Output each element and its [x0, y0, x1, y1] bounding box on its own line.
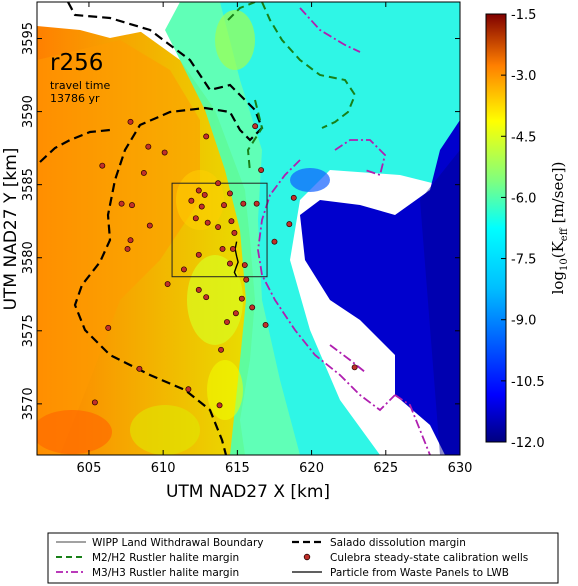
- colorbar-tick-label: -10.5: [511, 375, 545, 390]
- colorbar: [485, 13, 507, 443]
- calibration-well: [271, 238, 278, 245]
- colorbar-tick-label: -1.5: [511, 8, 536, 23]
- calibration-well: [204, 219, 211, 226]
- calibration-well: [129, 202, 135, 209]
- x-axis-label: UTM NAD27 X [km]: [166, 482, 330, 502]
- calibration-well: [216, 402, 223, 409]
- calibration-well: [249, 304, 256, 311]
- legend-wells-marker: [303, 553, 311, 561]
- calibration-well: [253, 200, 260, 207]
- calibration-well: [127, 118, 134, 125]
- calibration-well: [240, 200, 247, 207]
- calibration-well: [262, 321, 269, 328]
- travel-time-label: travel time: [50, 79, 110, 92]
- calibration-well: [99, 162, 106, 169]
- legend-particle-label: Particle from Waste Panels to LWB: [330, 567, 509, 579]
- calibration-well: [228, 218, 235, 225]
- calibration-well: [231, 229, 238, 236]
- calibration-well: [258, 167, 265, 173]
- calibration-well: [226, 260, 233, 267]
- calibration-well: [224, 319, 230, 325]
- x-tick-label: 620: [299, 461, 324, 476]
- calibration-well: [146, 222, 153, 229]
- calibration-well: [192, 215, 199, 222]
- calibration-well: [195, 286, 202, 293]
- x-tick-label: 610: [151, 461, 176, 476]
- calibration-well: [215, 224, 222, 230]
- x-tick-label: 625: [373, 461, 398, 476]
- calibration-well: [203, 294, 210, 301]
- calibration-well: [241, 262, 248, 268]
- calibration-well: [188, 197, 195, 204]
- colorbar-label: log10(Keff [m/sec]): [549, 162, 570, 295]
- legend-wells-label: Culebra steady-state calibration wells: [330, 552, 528, 564]
- x-tick-label: 615: [225, 461, 250, 476]
- calibration-well: [351, 364, 358, 371]
- travel-time-value: 13786 yr: [50, 92, 100, 105]
- legend-wipp-label: WIPP Land Withdrawal Boundary: [92, 537, 264, 549]
- calibration-well: [124, 246, 131, 252]
- calibration-well: [180, 266, 187, 273]
- x-tick-label: 630: [448, 461, 473, 476]
- calibration-well: [195, 251, 202, 258]
- calibration-well: [243, 276, 250, 283]
- y-tick-label: 3585: [21, 168, 36, 201]
- conductivity-field: [37, 2, 460, 455]
- run-id-label: r256: [50, 50, 103, 76]
- y-tick-label: 3595: [21, 22, 36, 55]
- calibration-well: [136, 365, 143, 372]
- calibration-well: [118, 200, 125, 207]
- y-tick-label: 3575: [21, 314, 36, 347]
- y-tick-label: 3580: [21, 241, 36, 274]
- y-tick-label: 3590: [21, 95, 36, 128]
- colorbar-tick-label: -3.0: [511, 69, 536, 84]
- calibration-well: [164, 281, 171, 287]
- legend: WIPP Land Withdrawal Boundary M2/H2 Rust…: [47, 532, 559, 584]
- calibration-well: [215, 180, 222, 187]
- colorbar-tick-label: -7.5: [511, 253, 536, 268]
- calibration-well: [161, 149, 168, 156]
- colorbar-tick-label: -4.5: [511, 130, 536, 145]
- calibration-well: [203, 133, 210, 140]
- calibration-well: [226, 190, 233, 197]
- legend-m2h2-label: M2/H2 Rustler halite margin: [92, 552, 239, 564]
- calibration-well: [221, 202, 227, 209]
- y-tick-label: 3570: [21, 387, 36, 420]
- calibration-well: [232, 310, 239, 317]
- calibration-well: [238, 295, 245, 302]
- calibration-well: [286, 221, 293, 228]
- calibration-well: [198, 203, 205, 210]
- colorbar-tick-label: -9.0: [511, 314, 536, 329]
- calibration-well: [252, 123, 259, 130]
- calibration-well: [218, 346, 224, 353]
- legend-m3h3-label: M3/H3 Rustler halite margin: [92, 567, 239, 579]
- calibration-well: [195, 187, 202, 194]
- calibration-well: [229, 246, 236, 252]
- calibration-well: [201, 191, 208, 198]
- calibration-well: [185, 386, 192, 393]
- calibration-well: [127, 237, 134, 244]
- calibration-well: [140, 170, 147, 176]
- legend-salado-label: Salado dissolution margin: [330, 537, 466, 549]
- calibration-well: [91, 399, 98, 406]
- calibration-well: [290, 194, 297, 201]
- calibration-well: [105, 324, 112, 331]
- plot-frame: [36, 1, 461, 456]
- calibration-well: [145, 143, 152, 150]
- calibration-well: [219, 246, 226, 252]
- x-tick-label: 605: [77, 461, 102, 476]
- colorbar-tick-label: -12.0: [511, 436, 545, 451]
- colorbar-tick-label: -6.0: [511, 191, 536, 206]
- y-axis-label: UTM NAD27 Y [km]: [1, 148, 21, 311]
